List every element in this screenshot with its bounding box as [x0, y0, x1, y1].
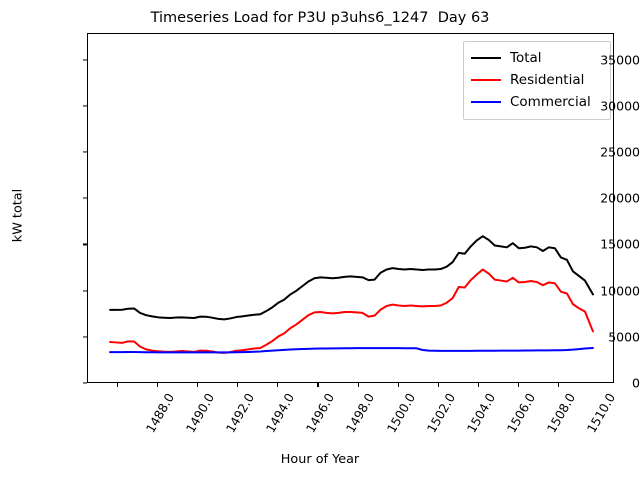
y-tick-mark: [83, 243, 87, 246]
x-tick-label: 1490.0: [183, 391, 218, 436]
y-tick-label: 25000: [600, 144, 640, 160]
legend-item-residential: Residential: [471, 69, 603, 91]
legend-swatch-residential: [471, 79, 501, 81]
legend-label-residential: Residential: [510, 72, 585, 88]
x-tick-label: 1510.0: [584, 391, 619, 436]
y-tick-label: 20000: [600, 190, 640, 206]
x-tick-mark: [157, 383, 159, 387]
x-tick-mark: [517, 383, 519, 387]
x-tick-mark: [237, 383, 239, 387]
y-tick-label: 0: [632, 375, 640, 391]
y-tick-label: 35000: [600, 52, 640, 68]
legend-label-total: Total: [510, 50, 542, 66]
x-tick-mark: [197, 383, 199, 387]
x-tick-mark: [277, 383, 279, 387]
series-line-total: [109, 235, 594, 321]
x-axis-label: Hour of Year: [280, 452, 360, 467]
y-tick-mark: [83, 336, 87, 338]
x-tick-label: 1498.0: [343, 391, 378, 436]
y-tick-label: 30000: [600, 98, 640, 114]
x-tick-label: 1496.0: [303, 391, 338, 436]
x-tick-mark: [117, 383, 119, 387]
legend-swatch-total: [471, 57, 501, 59]
y-tick-mark: [83, 382, 87, 384]
y-tick-mark: [83, 197, 87, 199]
chart-title: Timeseries Load for P3U p3uhs6_1247 Day …: [150, 10, 490, 26]
x-tick-label: 1494.0: [263, 391, 298, 436]
legend-swatch-commercial: [471, 101, 501, 103]
legend-label-commercial: Commercial: [510, 94, 591, 110]
legend-item-commercial: Commercial: [471, 91, 603, 113]
series-line-residential: [109, 268, 594, 354]
x-tick-label: 1500.0: [384, 391, 418, 436]
plot-lines: [109, 235, 594, 354]
x-tick-mark: [557, 383, 559, 387]
legend-item-total: Total: [471, 47, 603, 69]
x-tick-mark: [477, 383, 479, 387]
x-tick-label: 1508.0: [544, 391, 578, 436]
x-tick-mark: [357, 383, 359, 387]
y-tick-label: 15000: [600, 236, 640, 252]
x-tick-label: 1504.0: [464, 391, 498, 436]
x-tick-mark: [317, 383, 319, 387]
y-tick-mark: [83, 59, 87, 61]
y-tick-label: 10000: [600, 283, 640, 299]
y-axis-label: kW total: [10, 188, 26, 243]
x-tick-label: 1502.0: [424, 391, 458, 436]
x-tick-mark: [437, 383, 439, 387]
y-tick-mark: [83, 105, 87, 107]
x-tick-label: 1492.0: [223, 391, 258, 436]
series-line-commercial: [109, 346, 594, 354]
y-tick-label: 5000: [608, 329, 640, 345]
y-tick-mark: [83, 290, 87, 292]
x-tick-label: 1506.0: [504, 391, 538, 436]
chart-legend: Total Residential Commercial: [463, 41, 611, 120]
y-tick-mark: [83, 151, 87, 153]
x-tick-label: 1488.0: [143, 391, 178, 436]
x-tick-mark: [397, 383, 399, 387]
